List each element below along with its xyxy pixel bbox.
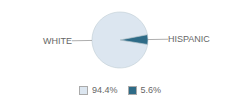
- svg-text:HISPANIC: HISPANIC: [168, 34, 210, 44]
- svg-text:WHITE: WHITE: [43, 36, 72, 46]
- html-text:5.6%: 5.6%: [140, 85, 161, 95]
- html-text:94.4%: 94.4%: [92, 85, 118, 95]
